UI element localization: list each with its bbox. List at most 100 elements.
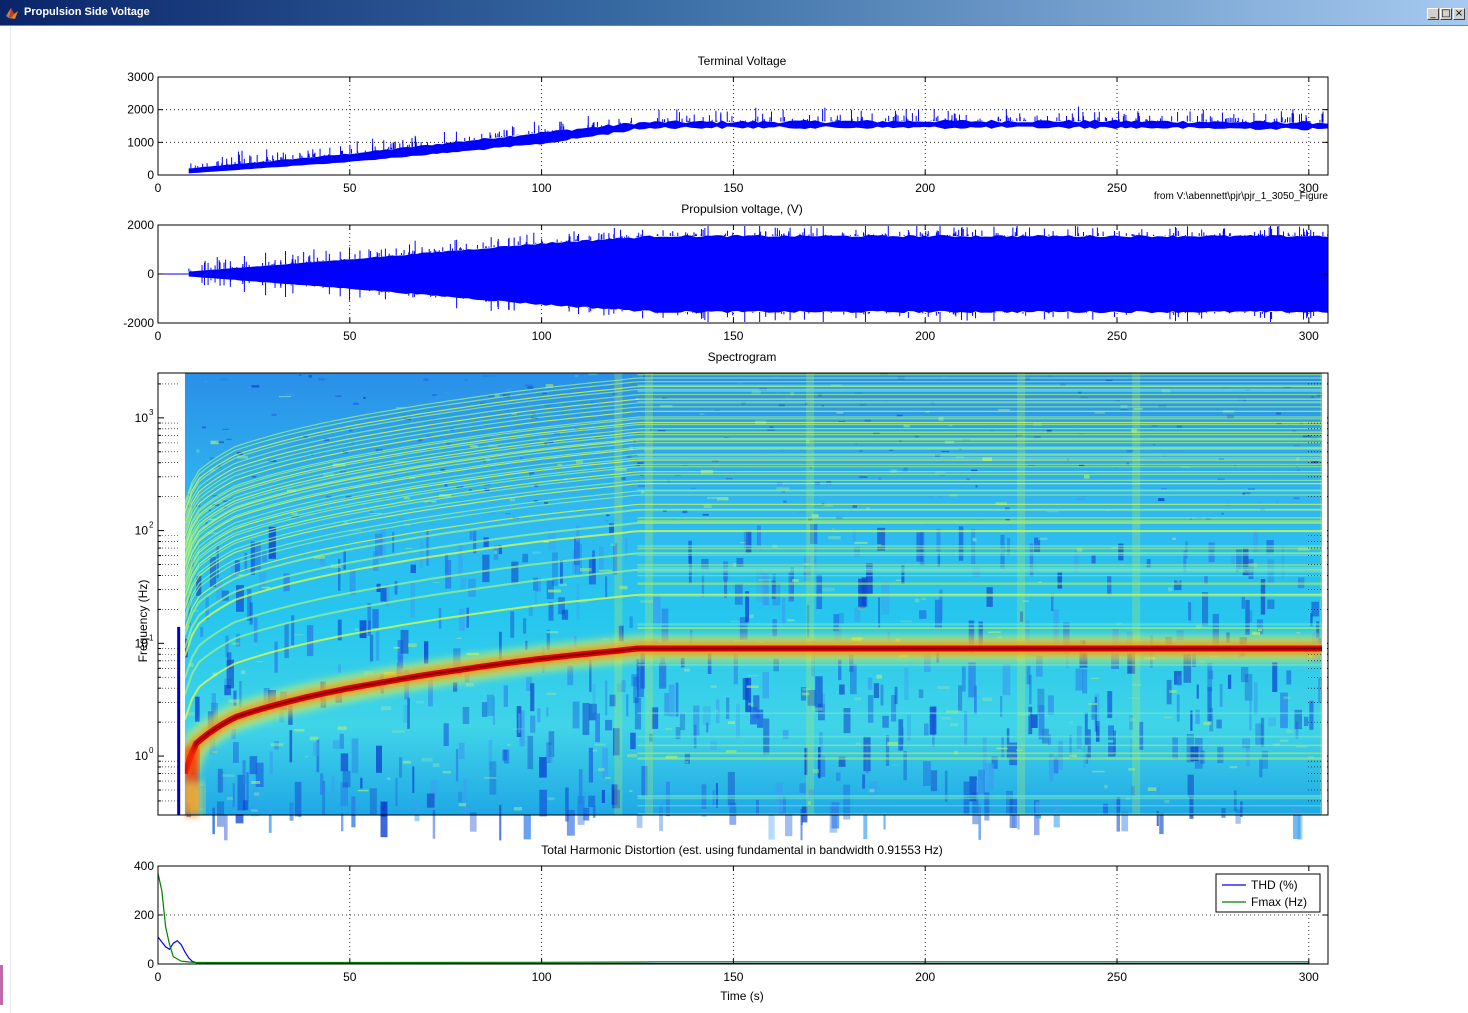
spectral-cell [580, 568, 592, 572]
figure-canvas: Terminal Voltage 0 50 100 150 200 250 300 0100… [123, 54, 1329, 1003]
spectral-cell [715, 709, 719, 713]
spectral-cell [1104, 480, 1109, 483]
spectral-cell [552, 552, 558, 586]
spectral-cell [225, 635, 229, 658]
minimize-button[interactable]: _ [1427, 8, 1439, 20]
spectral-cell [592, 684, 596, 713]
spectral-cell [200, 627, 204, 637]
spectral-cell [1168, 587, 1173, 592]
spectral-cell [546, 742, 552, 763]
spectral-cell [1111, 798, 1114, 815]
spectral-cell [950, 723, 958, 727]
spectral-cell [711, 460, 719, 463]
spectral-cell [403, 705, 409, 723]
spectral-cell [774, 376, 778, 378]
spectral-cell [971, 469, 978, 472]
legend[interactable]: THD (%) Fmax (Hz) [1215, 873, 1321, 913]
spectral-cell [1108, 725, 1114, 740]
spectral-cell [812, 769, 819, 773]
spectral-cell [1146, 559, 1151, 568]
harmonic-line [184, 483, 1325, 609]
spectral-cell [986, 587, 993, 607]
spectral-cell [1104, 784, 1108, 789]
spectral-cell [1000, 534, 1005, 570]
no-data-strip [1322, 374, 1327, 814]
spectral-cell [426, 530, 429, 566]
spectral-cell [1244, 673, 1253, 701]
spectral-cell [1078, 391, 1082, 394]
spectral-cell [745, 677, 752, 713]
spectral-cell [1107, 576, 1112, 595]
harmonic-line [184, 453, 1325, 580]
spectral-cell [253, 617, 258, 643]
spectral-cell [403, 760, 411, 764]
spectral-cell [1128, 697, 1141, 699]
spectral-cell [1286, 670, 1292, 685]
spectral-cell [332, 740, 341, 749]
spectral-cell [610, 543, 616, 546]
spectral-cell [883, 811, 886, 830]
spectral-cell [672, 518, 676, 522]
spectral-cell [274, 741, 279, 750]
spectral-cell [736, 704, 740, 739]
spectral-cell [539, 438, 549, 441]
spectral-cell [1130, 738, 1133, 760]
spectral-cell [1234, 464, 1237, 468]
spectral-cell [592, 805, 596, 818]
y-tick-exponent: 1 [149, 633, 154, 642]
spectral-cell [726, 478, 733, 480]
spectral-cell [1019, 611, 1023, 622]
spectral-cell [1079, 464, 1085, 467]
spectral-cell [850, 664, 857, 695]
spectral-cell [340, 753, 349, 772]
spectral-cell [836, 772, 841, 782]
spectral-cell [291, 615, 295, 646]
x-tick-label: 50 [343, 970, 357, 984]
spectral-cell [244, 552, 248, 571]
spectral-cell [404, 547, 412, 550]
spectral-cell [882, 715, 889, 728]
spectral-cell [914, 598, 920, 603]
spectral-cell [226, 659, 234, 689]
harmonic-line [183, 593, 1325, 721]
spectral-cell [1221, 512, 1224, 515]
spectral-cell [588, 795, 596, 808]
spectral-cell [944, 770, 948, 802]
spectral-cell [428, 680, 433, 707]
spectral-cell [834, 626, 842, 643]
spectral-cell [1294, 709, 1302, 730]
spectral-cell [548, 731, 555, 757]
spectral-cell [1202, 592, 1209, 626]
spectral-cell [1299, 422, 1304, 425]
spectral-cell [633, 676, 639, 704]
spectral-cell [519, 457, 523, 459]
spectral-cell [1241, 667, 1249, 683]
close-button[interactable]: × [1453, 8, 1465, 20]
maximize-button[interactable]: □ [1440, 8, 1452, 20]
spectral-cell [205, 522, 208, 526]
spectral-cell [919, 610, 927, 619]
x-tick-label: 250 [1107, 970, 1127, 984]
spectral-cell [613, 543, 618, 575]
spectral-cell [690, 487, 697, 489]
spectral-cell [1256, 619, 1264, 635]
spectral-cell [247, 589, 252, 621]
x-tick-label: 300 [1299, 181, 1319, 195]
spectral-cell [615, 467, 627, 472]
spectral-cell [594, 436, 599, 439]
spectral-cell [397, 518, 405, 521]
spectral-cell [511, 412, 517, 415]
spectral-cell [576, 525, 580, 542]
spectral-cell [237, 774, 246, 811]
y-tick-label: 2000 [127, 103, 154, 117]
spectral-cell [1026, 665, 1031, 685]
spectral-cell [380, 587, 388, 602]
harmonic-line [183, 530, 1325, 657]
spectral-cell [775, 782, 783, 813]
spectral-cell [727, 771, 735, 807]
spectral-cell [938, 494, 943, 498]
spectral-cell [1221, 808, 1226, 818]
spectral-cell [968, 662, 976, 698]
spectral-cell [903, 424, 910, 428]
spectral-cell [1304, 716, 1309, 727]
